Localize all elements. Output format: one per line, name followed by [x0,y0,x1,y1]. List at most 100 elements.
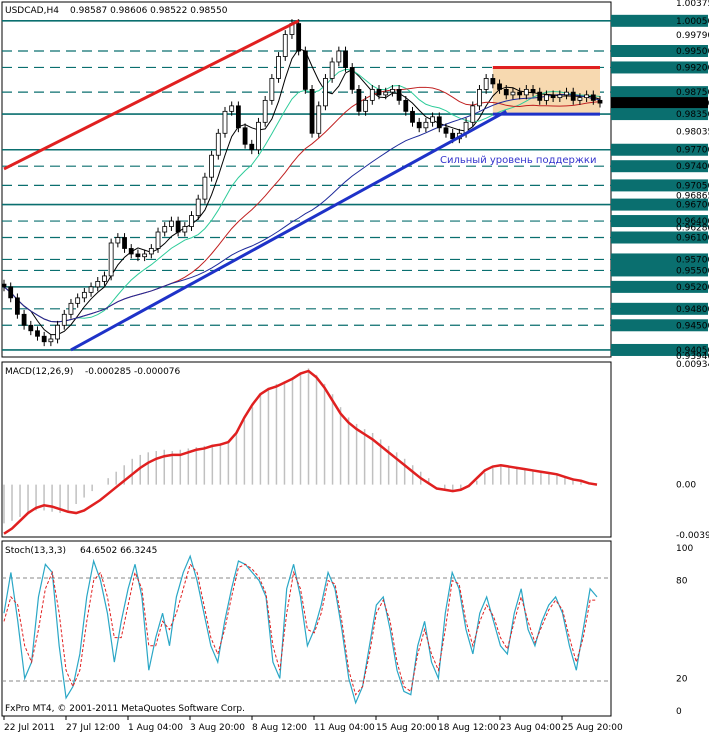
stoch-axis: 100 80 20 0 [676,544,693,717]
candle-body [189,215,194,227]
macd-values: -0.000285 -0.000076 [85,367,181,377]
stoch-tick-label: 20 [676,674,688,684]
macd-tick-label: 0.00 [676,481,696,491]
candle-body [68,302,74,315]
candle-body [202,176,208,200]
symbol-label: USDCAD,H4 [5,6,59,16]
candle-body [443,127,449,134]
trendlines [3,19,507,352]
candle-body [48,338,54,343]
last-price-marker [611,97,708,110]
candle-body [229,105,235,112]
copyright: FxPro MT4, © 2001-2011 MetaQuotes Softwa… [5,704,245,714]
candle-body [403,99,409,112]
candle-body [235,105,241,129]
stoch-panel: Stoch(13,3,3) 64.6502 66.3245 FxPro MT4,… [1,540,612,717]
range-boundary-lines [492,65,600,116]
time-tick-label: 1 Aug 04:00 [128,723,183,733]
price-tick-label: 0.93940 [676,352,709,362]
candle-body [503,88,509,96]
candle-body [329,61,335,79]
price-tick-label: 0.98035 [676,127,709,137]
price-tick-label: 0.98550 [676,99,709,109]
candle-body [383,91,389,96]
candle-body [55,324,60,340]
level-price-marker [611,231,708,244]
level-price-marker [611,143,708,156]
candle-body [550,94,556,99]
candle-body [169,220,174,227]
level-price-marker [611,343,708,356]
level-price-marker [611,160,708,173]
candle-body [175,220,181,233]
level-price-marker [611,319,708,332]
moving-average-line [3,68,601,323]
stoch-tick-label: 80 [676,577,688,587]
candle-body [557,94,563,99]
candle-body [530,88,536,93]
time-tick-label: 11 Aug 04:00 [314,723,375,733]
macd-panel-frame [1,361,612,538]
candle-body [597,99,603,104]
candle-body [523,88,529,96]
macd-signal-line [3,369,598,535]
candle-body [316,105,322,134]
macd-axis: 0.00934 0.00 -0.00390 [676,360,709,541]
candle-body [584,94,590,99]
candle-body [302,50,308,90]
candle-body [195,198,201,216]
candle-body [396,88,402,101]
time-axis: 22 Jul 2011 27 Jul 12:00 1 Aug 04:00 3 Aug … [3,716,623,733]
candle-body [450,132,456,140]
level-price-marker [611,44,708,57]
level-price-marker [611,302,708,315]
candle-body [376,88,382,96]
moving-average-line [3,93,601,323]
macd-panel: MACD(12,26,9) -0.000285 -0.000076 [1,361,612,538]
candle-body [135,253,141,258]
candle-body [537,91,543,101]
candle-body [102,275,107,282]
stoch-tick-label: 0 [676,707,682,717]
support-trendline [70,110,507,352]
stoch-signal-line [3,563,597,696]
level-price-marker [611,253,708,266]
support-annotation: Сильный уровень поддержки [440,155,596,166]
macd-tick-label: 0.00934 [676,360,709,370]
candle-body [122,237,127,249]
candle-body [517,91,523,96]
candle-body [470,105,476,123]
price-panel: Сильный уровень поддержки USDCAD,H4 0.98… [1,1,612,358]
candle-body [35,330,40,337]
stoch-values: 64.6502 66.3245 [80,546,157,556]
candle-body [336,50,342,63]
candle-body [309,88,315,134]
time-tick-label: 27 Jul 12:00 [66,723,120,733]
level-price-marker [611,108,708,121]
candle-body [14,297,20,315]
stoch-tick-label: 100 [676,544,693,554]
level-price-marker [611,179,708,192]
candle-body [242,127,248,145]
candle-body [483,78,489,90]
candle-body [75,297,81,304]
macd-tick-label: -0.00390 [676,531,709,541]
candle-body [497,83,502,90]
candle-body [269,78,275,101]
candle-body [249,143,255,151]
candle-body [81,291,87,299]
candle-body [148,248,154,255]
